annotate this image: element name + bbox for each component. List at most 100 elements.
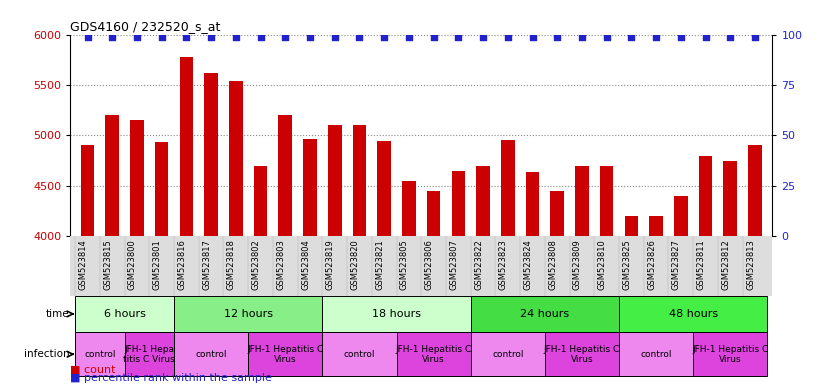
Bar [322, 296, 471, 332]
Point [724, 33, 737, 40]
Text: control: control [640, 350, 672, 359]
Bar [699, 156, 712, 236]
Text: GSM523807: GSM523807 [449, 239, 458, 290]
Text: GSM523827: GSM523827 [672, 239, 681, 290]
Text: 6 hours: 6 hours [103, 309, 145, 319]
Bar [525, 172, 539, 236]
Point [180, 33, 193, 40]
Bar [229, 81, 243, 236]
Bar [575, 166, 589, 236]
Text: GSM523804: GSM523804 [301, 239, 310, 290]
Bar [254, 166, 268, 236]
Bar [328, 125, 341, 236]
Bar [377, 141, 391, 236]
Text: GSM523805: GSM523805 [400, 239, 409, 290]
Point [106, 33, 119, 40]
Text: control: control [196, 350, 227, 359]
Point [131, 33, 144, 40]
Point [353, 33, 366, 40]
Text: GSM523823: GSM523823 [499, 239, 508, 290]
Point [551, 33, 564, 40]
Point [674, 33, 687, 40]
Bar [600, 166, 614, 236]
Point [155, 33, 169, 40]
Bar [624, 216, 638, 236]
Bar [75, 332, 125, 376]
Bar [125, 332, 174, 376]
Text: GSM523826: GSM523826 [647, 239, 656, 290]
Text: GSM523818: GSM523818 [227, 239, 236, 290]
Text: GSM523802: GSM523802 [252, 239, 260, 290]
Text: ■ count: ■ count [70, 364, 116, 374]
Point [278, 33, 292, 40]
Bar [649, 216, 663, 236]
Point [576, 33, 589, 40]
Text: GSM523822: GSM523822 [474, 239, 483, 290]
Point [649, 33, 662, 40]
Point [205, 33, 218, 40]
Text: 12 hours: 12 hours [224, 309, 273, 319]
Bar [75, 296, 174, 332]
Text: infection: infection [24, 349, 69, 359]
Bar [452, 170, 465, 236]
Text: 24 hours: 24 hours [520, 309, 569, 319]
Point [526, 33, 539, 40]
Point [452, 33, 465, 40]
Point [377, 33, 391, 40]
Point [303, 33, 316, 40]
Text: control: control [84, 350, 116, 359]
Text: GSM523810: GSM523810 [598, 239, 606, 290]
Point [501, 33, 515, 40]
Bar [174, 296, 322, 332]
Point [699, 33, 712, 40]
Bar [550, 191, 564, 236]
Bar [155, 142, 169, 236]
Bar [619, 332, 693, 376]
Point [427, 33, 440, 40]
Text: JFH-1 Hepatitis C
Virus: JFH-1 Hepatitis C Virus [692, 344, 768, 364]
Bar [427, 191, 440, 236]
Point [477, 33, 490, 40]
Bar [501, 141, 515, 236]
Bar [396, 332, 471, 376]
Text: GSM523814: GSM523814 [78, 239, 88, 290]
Text: control: control [492, 350, 524, 359]
Bar [70, 236, 772, 296]
Text: control: control [344, 350, 375, 359]
Text: 18 hours: 18 hours [372, 309, 421, 319]
Text: GSM523813: GSM523813 [746, 239, 755, 290]
Text: GSM523815: GSM523815 [103, 239, 112, 290]
Text: GSM523816: GSM523816 [178, 239, 187, 290]
Text: GSM523812: GSM523812 [721, 239, 730, 290]
Text: GSM523800: GSM523800 [128, 239, 137, 290]
Text: GSM523821: GSM523821 [375, 239, 384, 290]
Bar [545, 332, 619, 376]
Text: GSM523806: GSM523806 [425, 239, 434, 290]
Bar [131, 120, 144, 236]
Bar [471, 332, 545, 376]
Bar [303, 139, 317, 236]
Point [254, 33, 267, 40]
Point [328, 33, 341, 40]
Bar [402, 181, 415, 236]
Bar [724, 161, 737, 236]
Bar [353, 125, 366, 236]
Bar [278, 115, 292, 236]
Point [624, 33, 638, 40]
Text: JFH-1 Hepa
titis C Virus: JFH-1 Hepa titis C Virus [123, 344, 175, 364]
Point [748, 33, 762, 40]
Text: GSM523801: GSM523801 [153, 239, 162, 290]
Text: JFH-1 Hepatitis C
Virus: JFH-1 Hepatitis C Virus [396, 344, 472, 364]
Bar [477, 166, 490, 236]
Text: GSM523825: GSM523825 [623, 239, 631, 290]
Bar [174, 332, 248, 376]
Point [81, 33, 94, 40]
Text: JFH-1 Hepatitis C
Virus: JFH-1 Hepatitis C Virus [247, 344, 324, 364]
Text: GSM523824: GSM523824 [524, 239, 533, 290]
Text: GSM523808: GSM523808 [548, 239, 558, 290]
Text: 48 hours: 48 hours [668, 309, 718, 319]
Bar [81, 146, 94, 236]
Text: GSM523820: GSM523820 [350, 239, 359, 290]
Bar [248, 332, 322, 376]
Text: GSM523803: GSM523803 [276, 239, 285, 290]
